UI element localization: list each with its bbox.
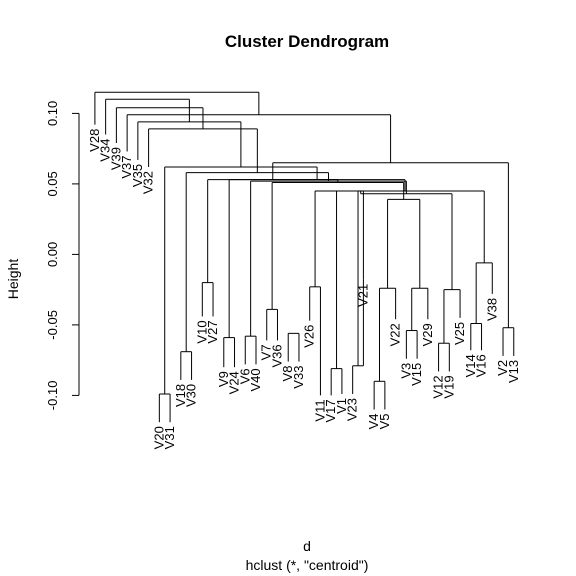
subtitle: hclust (*, "centroid"): [246, 557, 369, 573]
leaf-label: V34: [98, 139, 113, 162]
leaf-label: V15: [409, 363, 424, 386]
leaf-label: V20: [151, 426, 166, 449]
y-tick-label: 0.00: [45, 242, 60, 267]
leaf-label: V13: [506, 360, 521, 383]
leaf-label: V4: [366, 414, 381, 430]
leaf-label: V25: [452, 322, 467, 345]
leaf-label: V8: [280, 366, 295, 382]
leaf-label: V3: [398, 363, 413, 379]
leaf-label: V40: [248, 368, 263, 391]
leaf-label: V19: [441, 375, 456, 398]
leaf-label: V36: [269, 344, 284, 367]
leaf-label: V24: [227, 371, 242, 394]
leaf-label: V10: [194, 320, 209, 343]
leaf-label: V29: [420, 323, 435, 346]
leaf-label: V35: [130, 164, 145, 187]
leaf-label: V1: [334, 398, 349, 414]
dendrogram-branches: [94, 91, 515, 423]
leaf-label: V2: [495, 360, 510, 376]
leaf-label: V17: [323, 399, 338, 422]
y-tick-label: -0.05: [45, 310, 60, 340]
leaf-label: V39: [108, 147, 123, 170]
leaf-label: V27: [205, 320, 220, 343]
leaf-label: V6: [237, 368, 252, 384]
leaf-label: V14: [463, 354, 478, 377]
leaf-label: V28: [87, 129, 102, 152]
y-tick-label: -0.10: [45, 381, 60, 411]
leaf-label: V7: [259, 344, 274, 360]
y-axis: -0.10 -0.05 0.00 0.05 0.10: [45, 101, 80, 411]
chart-title: Cluster Dendrogram: [225, 32, 389, 51]
leaf-label: V11: [312, 399, 327, 421]
leaf-label: V12: [431, 375, 446, 398]
x-axis-label: d: [303, 538, 311, 554]
leaf-label: V33: [291, 366, 306, 389]
leaf-label: V5: [377, 414, 392, 430]
leaf-label: V30: [184, 384, 199, 407]
y-axis-label: Height: [5, 259, 21, 300]
y-tick-label: 0.05: [45, 171, 60, 196]
leaf-label: V37: [119, 155, 134, 178]
leaf-label: V26: [302, 325, 317, 348]
y-tick-label: 0.10: [45, 101, 60, 126]
leaf-label: V9: [216, 371, 231, 387]
leaf-label: V21: [355, 284, 370, 307]
leaf-label: V22: [388, 323, 403, 346]
leaf-label: V31: [162, 426, 177, 449]
leaf-labels: V28V34V39V37V35V32V20V31V18V30V10V27V9V2…: [87, 129, 521, 450]
leaf-label: V32: [141, 171, 156, 194]
leaf-label: V23: [345, 398, 360, 421]
leaf-label: V18: [173, 384, 188, 407]
leaf-label: V16: [474, 354, 489, 377]
leaf-label: V38: [484, 298, 499, 321]
